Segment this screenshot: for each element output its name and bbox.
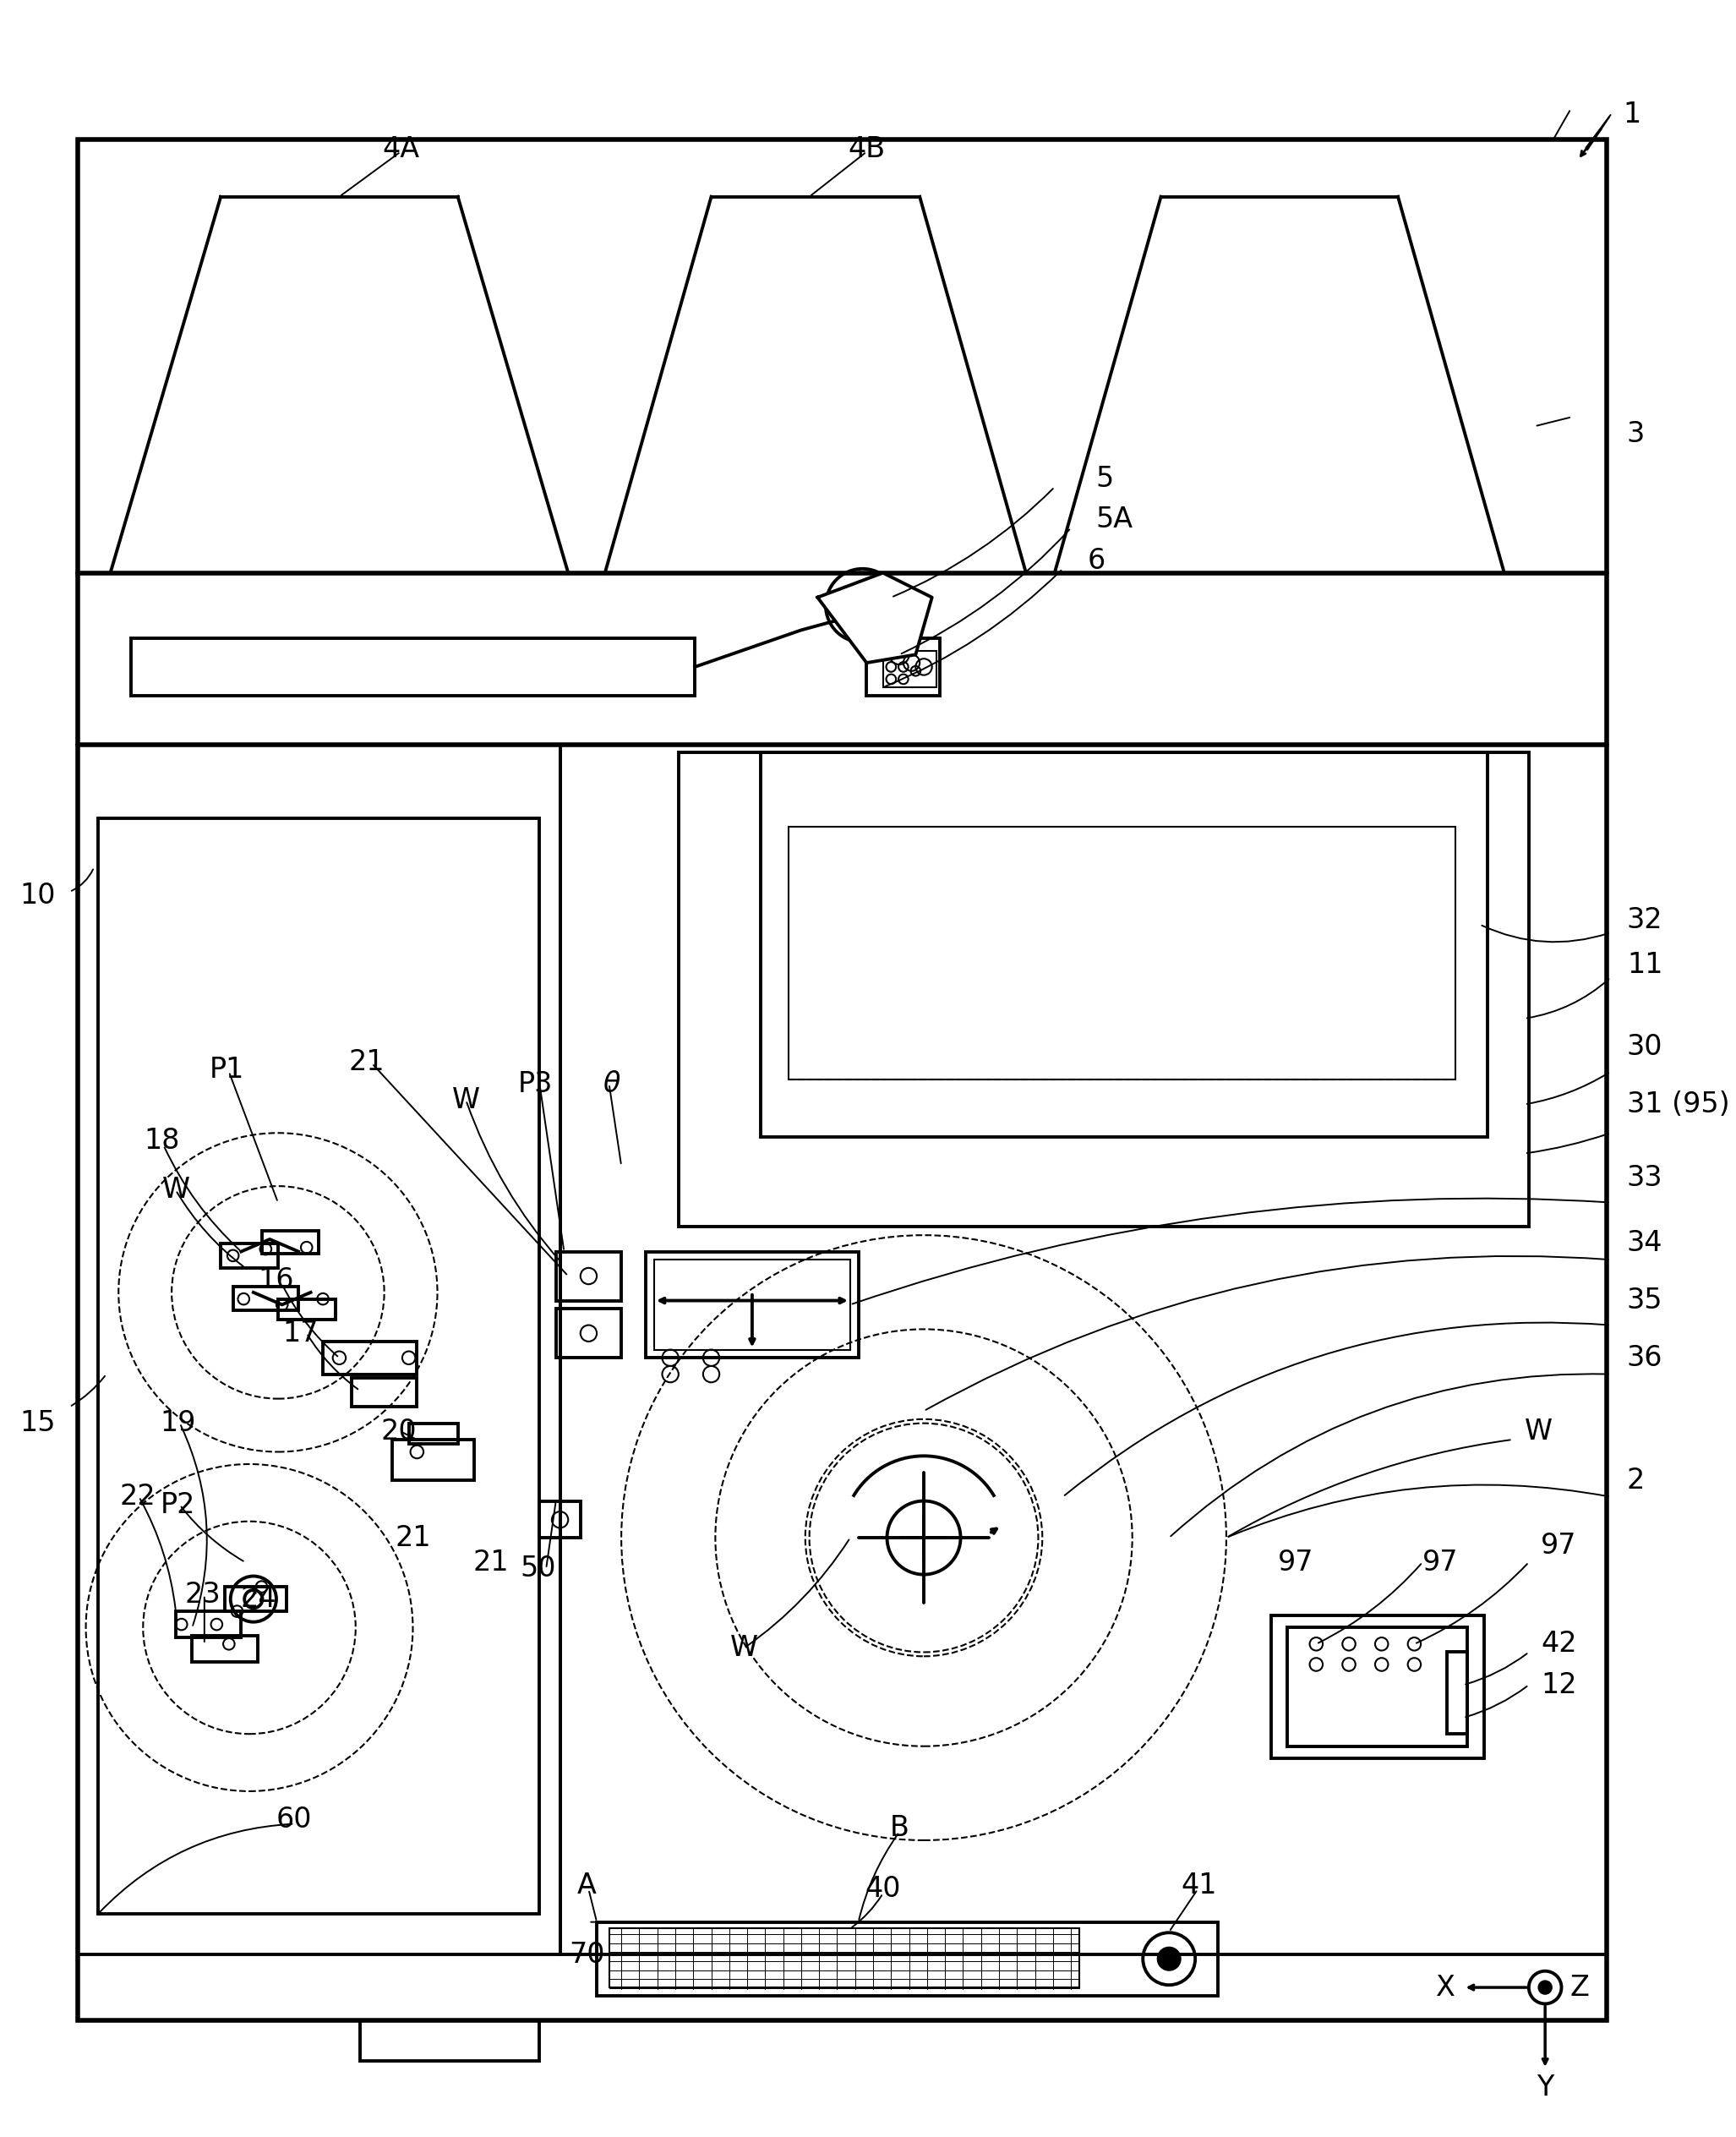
- Text: 23: 23: [184, 1581, 220, 1609]
- Bar: [866, 639, 941, 695]
- Text: 15: 15: [19, 1408, 56, 1438]
- Text: 20: 20: [380, 1417, 417, 1445]
- Text: 31 (95): 31 (95): [1627, 1090, 1729, 1118]
- Text: 21: 21: [472, 1549, 509, 1577]
- Text: 5A: 5A: [1095, 506, 1134, 534]
- Bar: [609, 1928, 1080, 1987]
- Bar: [226, 1588, 286, 1611]
- Bar: [233, 1286, 299, 1310]
- Text: 97: 97: [1278, 1549, 1314, 1577]
- Text: 22: 22: [120, 1483, 156, 1511]
- Text: P3: P3: [517, 1071, 554, 1098]
- Bar: [392, 1440, 474, 1481]
- Bar: [788, 827, 1455, 1079]
- Bar: [556, 1308, 621, 1357]
- Text: 33: 33: [1627, 1165, 1663, 1192]
- Text: 24: 24: [240, 1586, 276, 1613]
- Text: 21: 21: [394, 1524, 431, 1551]
- Text: 4A: 4A: [382, 135, 418, 162]
- Text: 35: 35: [1627, 1286, 1663, 1314]
- Bar: [654, 1259, 851, 1351]
- Text: 30: 30: [1627, 1032, 1663, 1062]
- Circle shape: [1158, 1949, 1180, 1970]
- Bar: [78, 744, 561, 1955]
- Text: P2: P2: [161, 1492, 196, 1519]
- Text: 19: 19: [160, 1408, 196, 1438]
- Text: X: X: [1436, 1972, 1455, 2002]
- Bar: [597, 1921, 1219, 1996]
- Bar: [1448, 1652, 1467, 1733]
- Text: 5: 5: [1095, 466, 1113, 494]
- Text: 97: 97: [1422, 1549, 1458, 1577]
- Bar: [351, 1378, 417, 1406]
- Text: 17: 17: [283, 1319, 319, 1346]
- Text: W: W: [1524, 1417, 1552, 1445]
- Text: 11: 11: [1627, 951, 1663, 979]
- Bar: [561, 744, 1606, 1955]
- Bar: [556, 1252, 621, 1301]
- Text: 41: 41: [1182, 1872, 1217, 1900]
- Text: 40: 40: [865, 1876, 901, 1904]
- Text: 34: 34: [1627, 1229, 1663, 1257]
- Bar: [408, 1423, 458, 1445]
- Text: A: A: [578, 1872, 597, 1900]
- Bar: [262, 1231, 319, 1254]
- Text: B: B: [889, 1814, 910, 1842]
- Circle shape: [1540, 1981, 1550, 1994]
- Text: 36: 36: [1627, 1344, 1663, 1372]
- Bar: [760, 752, 1488, 1137]
- Bar: [679, 752, 1529, 1227]
- Bar: [646, 1252, 858, 1357]
- Text: 16: 16: [259, 1267, 295, 1295]
- Text: 32: 32: [1627, 906, 1663, 934]
- Text: 3: 3: [1627, 419, 1644, 449]
- Text: Y: Y: [1536, 2073, 1554, 2101]
- Text: 2: 2: [1627, 1466, 1646, 1494]
- Text: P1: P1: [210, 1056, 245, 1083]
- Text: Z: Z: [1569, 1972, 1588, 2002]
- Bar: [278, 1299, 335, 1319]
- Text: 12: 12: [1542, 1671, 1576, 1699]
- Bar: [884, 650, 936, 688]
- Text: 1: 1: [1623, 100, 1641, 128]
- Bar: [99, 818, 540, 1915]
- Text: 6: 6: [1087, 547, 1106, 575]
- Bar: [359, 2019, 540, 2060]
- Text: W: W: [451, 1086, 479, 1113]
- Text: 60: 60: [276, 1806, 312, 1834]
- Text: 21: 21: [349, 1047, 384, 1075]
- Bar: [220, 1244, 278, 1267]
- Bar: [130, 639, 694, 695]
- Text: 18: 18: [144, 1126, 181, 1156]
- Bar: [323, 1342, 417, 1374]
- Bar: [1288, 1628, 1467, 1746]
- Text: W: W: [731, 1635, 759, 1663]
- Text: 50: 50: [521, 1556, 556, 1584]
- Text: W: W: [161, 1175, 189, 1203]
- Text: 4B: 4B: [847, 135, 885, 162]
- Bar: [1271, 1616, 1484, 1759]
- Text: 42: 42: [1542, 1631, 1576, 1658]
- Text: 97: 97: [1542, 1532, 1576, 1560]
- Text: θ: θ: [602, 1071, 620, 1098]
- Text: 70: 70: [569, 1940, 604, 1968]
- Polygon shape: [818, 573, 932, 662]
- Bar: [193, 1635, 257, 1663]
- Bar: [175, 1611, 241, 1637]
- Text: 10: 10: [19, 883, 56, 910]
- Bar: [540, 1500, 580, 1539]
